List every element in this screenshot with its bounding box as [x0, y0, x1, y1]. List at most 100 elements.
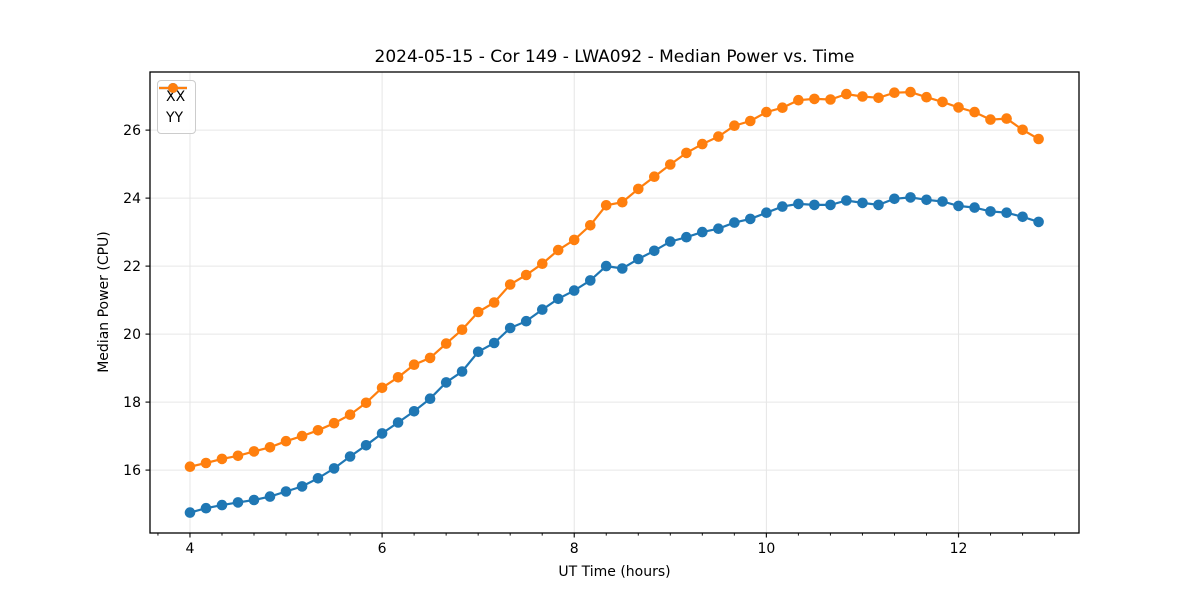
chart-title: 2024-05-15 - Cor 149 - LWA092 - Median P… — [374, 47, 855, 67]
data-point-yy — [568, 234, 580, 246]
data-point-yy — [633, 183, 644, 195]
data-point-yy — [537, 258, 548, 270]
x-tick-label: 10 — [757, 541, 775, 557]
data-point-xx — [472, 346, 484, 358]
y-axis-label: Median Power (CPU) — [96, 231, 112, 373]
data-point-xx — [424, 393, 436, 405]
data-point-xx — [633, 253, 644, 265]
data-point-xx — [793, 198, 804, 210]
data-point-yy — [216, 453, 228, 465]
data-point-yy — [520, 269, 532, 281]
x-tick-label: 8 — [570, 541, 579, 557]
data-point-xx — [568, 285, 580, 296]
y-tick-label: 16 — [123, 463, 141, 479]
data-point-xx — [841, 195, 852, 206]
data-point-yy — [232, 450, 244, 462]
data-point-xx — [729, 217, 740, 228]
legend: XX YY — [157, 80, 197, 134]
data-point-yy — [873, 92, 884, 104]
data-point-xx — [232, 497, 244, 508]
data-point-yy — [488, 297, 500, 308]
data-point-xx — [328, 463, 340, 474]
data-point-xx — [408, 406, 420, 417]
data-point-xx — [745, 213, 756, 225]
data-point-yy — [1033, 133, 1044, 145]
data-point-yy — [184, 461, 196, 473]
data-point-xx — [552, 293, 564, 305]
legend-item-yy: YY — [159, 83, 187, 128]
data-point-xx — [600, 260, 612, 272]
data-point-yy — [312, 425, 324, 436]
data-point-yy — [585, 220, 596, 231]
y-tick-label: 20 — [123, 327, 141, 343]
data-point-yy — [408, 359, 420, 371]
data-point-xx — [440, 377, 452, 388]
data-point-xx — [1001, 207, 1012, 218]
x-tick-label: 4 — [186, 541, 195, 557]
data-point-xx — [937, 196, 948, 207]
x-tick-label: 12 — [950, 541, 968, 557]
data-point-yy — [761, 106, 772, 118]
legend-label-yy: YY — [166, 109, 184, 126]
data-point-xx — [488, 337, 500, 349]
data-point-xx — [873, 199, 884, 211]
data-point-yy — [681, 147, 692, 159]
data-point-xx — [697, 226, 708, 238]
data-point-xx — [889, 193, 900, 205]
data-point-xx — [312, 473, 324, 484]
legend-label-xx: XX — [166, 88, 186, 105]
data-point-yy — [953, 102, 964, 113]
data-point-xx — [905, 192, 916, 203]
x-tick-label: 6 — [378, 541, 387, 557]
data-point-yy — [969, 106, 980, 118]
data-point-yy — [857, 91, 868, 102]
data-point-xx — [713, 223, 724, 234]
data-point-yy — [1001, 113, 1012, 124]
data-point-xx — [969, 202, 980, 213]
data-point-xx — [360, 440, 372, 451]
data-point-xx — [649, 245, 660, 257]
data-point-yy — [376, 382, 388, 394]
data-point-xx — [585, 275, 596, 286]
data-point-xx — [504, 322, 516, 334]
data-point-yy — [649, 171, 660, 182]
data-point-yy — [200, 457, 212, 469]
data-point-yy — [344, 409, 356, 421]
data-point-yy — [729, 120, 740, 131]
data-point-yy — [665, 159, 676, 170]
data-point-yy — [793, 94, 804, 106]
data-point-yy — [328, 417, 340, 429]
data-point-yy — [600, 200, 612, 211]
x-axis-label: UT Time (hours) — [558, 564, 671, 580]
data-point-xx — [921, 194, 932, 206]
data-point-yy — [937, 96, 948, 108]
data-point-xx — [857, 197, 868, 209]
data-point-yy — [921, 91, 932, 103]
data-point-xx — [376, 428, 388, 439]
y-tick-label: 26 — [123, 123, 141, 139]
data-point-yy — [745, 115, 756, 127]
data-point-yy — [697, 138, 708, 150]
data-point-yy — [248, 446, 260, 457]
data-point-xx — [761, 207, 772, 218]
data-point-xx — [809, 199, 820, 211]
data-point-xx — [825, 199, 836, 211]
data-point-yy — [552, 244, 564, 256]
series-line-xx — [189, 196, 1039, 514]
data-point-xx — [280, 486, 292, 497]
data-point-yy — [280, 435, 292, 447]
data-point-yy — [264, 442, 276, 453]
data-point-yy — [296, 430, 308, 442]
legend-line-sample-yy — [159, 83, 187, 93]
y-tick-label: 18 — [123, 395, 141, 411]
data-point-yy — [713, 131, 724, 142]
data-point-xx — [216, 499, 228, 511]
data-point-xx — [777, 201, 788, 212]
data-point-xx — [248, 494, 260, 506]
data-point-xx — [184, 507, 196, 518]
series-line-yy — [189, 90, 1040, 468]
data-point-yy — [360, 397, 372, 409]
data-point-yy — [392, 372, 404, 383]
